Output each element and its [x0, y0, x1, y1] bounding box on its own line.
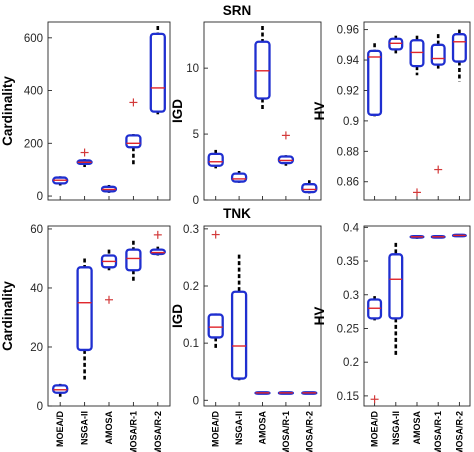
box-srn-igd [301, 183, 318, 194]
y-tick-label-srn-hv: 0.94 [337, 55, 360, 67]
x-category-label-tnk-cardinality: AMOSA [104, 411, 114, 445]
box-srn-hv [430, 43, 446, 66]
y-tick-label-tnk-cardinality: 60 [30, 224, 43, 236]
y-tick-label-tnk-hv: 0.4 [343, 222, 360, 234]
y-tick-label-tnk-igd: 0.3 [183, 224, 199, 236]
x-category-label-tnk-cardinality: MOSA/R-1 [128, 411, 138, 452]
y-tick-label-srn-hv: 0.9 [343, 116, 359, 128]
y-tick-label-tnk-cardinality: 20 [30, 342, 43, 354]
y-tick-label-srn-hv: 0.88 [337, 146, 359, 158]
x-category-label-tnk-cardinality: MOSA/R-2 [153, 411, 163, 452]
box-tnk-cardinality [52, 384, 69, 394]
y-axis-label-srn-hv: HV [312, 102, 327, 121]
box-srn-hv [409, 39, 425, 68]
y-tick-label-srn-igd: 5 [193, 129, 199, 141]
x-category-label-tnk-cardinality: NSGA-II [80, 411, 90, 445]
y-tick-label-tnk-hv: 0.35 [337, 256, 359, 268]
y-tick-label-tnk-cardinality: 0 [37, 401, 43, 413]
y-tick-label-tnk-hv: 0.15 [337, 391, 359, 403]
y-tick-label-srn-igd: 0 [193, 195, 199, 207]
y-tick-label-tnk-igd: 0.2 [183, 281, 199, 293]
x-category-label-tnk-hv: MOSA/R-2 [454, 411, 464, 452]
y-tick-label-tnk-igd: 0 [193, 395, 199, 407]
x-category-label-tnk-igd: MOSA/R-2 [304, 411, 314, 452]
box-tnk-cardinality [125, 248, 142, 272]
y-tick-label-tnk-hv: 0.25 [337, 323, 359, 335]
row-title-srn: SRN [223, 3, 252, 18]
y-tick-label-tnk-igd: 0.1 [183, 338, 199, 350]
y-tick-label-tnk-cardinality: 40 [30, 283, 43, 295]
y-axis-label-tnk-cardinality: Cardinality [0, 281, 15, 351]
y-axis-label-srn-cardinality: Cardinality [0, 76, 15, 146]
x-category-label-tnk-cardinality: MOEA/D [55, 410, 65, 447]
box-tnk-cardinality [76, 266, 93, 352]
y-tick-label-srn-hv: 0.86 [337, 177, 359, 189]
box-srn-hv [451, 33, 467, 63]
box-tnk-igd [230, 290, 248, 380]
x-category-label-tnk-hv: NSGA-II [391, 411, 401, 445]
y-tick-label-srn-cardinality: 0 [37, 191, 43, 203]
x-category-label-tnk-hv: MOSA/R-1 [433, 411, 443, 452]
axes-frame-srn-igd [203, 21, 322, 201]
box-tnk-cardinality [149, 248, 166, 256]
y-tick-label-srn-hv: 0.92 [337, 85, 359, 97]
box-srn-hv [367, 49, 383, 116]
y-tick-label-srn-cardinality: 400 [24, 86, 43, 98]
row-title-tnk: TNK [223, 206, 251, 221]
x-category-label-tnk-igd: NSGA-II [234, 411, 244, 445]
box-srn-igd [207, 152, 224, 167]
y-axis-label-tnk-igd: IGD [170, 304, 185, 328]
y-tick-label-srn-cardinality: 200 [24, 138, 43, 150]
y-tick-label-srn-igd: 10 [186, 63, 199, 75]
y-axis-label-srn-igd: IGD [170, 99, 185, 123]
y-tick-label-tnk-hv: 0.2 [343, 357, 359, 369]
y-tick-label-srn-cardinality: 600 [24, 33, 43, 45]
box-tnk-igd [207, 313, 224, 339]
y-axis-label-tnk-hv: HV [312, 307, 327, 326]
box-srn-igd [230, 172, 248, 183]
y-tick-label-tnk-hv: 0.3 [343, 290, 359, 302]
box-tnk-hv [388, 253, 404, 320]
x-category-label-tnk-hv: AMOSA [412, 411, 422, 445]
y-tick-label-srn-hv: 0.96 [337, 25, 359, 37]
x-category-label-tnk-igd: AMOSA [258, 411, 268, 445]
x-category-label-tnk-igd: MOSA/R-1 [281, 411, 291, 452]
x-category-label-tnk-hv: MOEA/D [370, 410, 380, 447]
box-srn-hv [388, 37, 404, 51]
box-srn-cardinality [149, 32, 166, 113]
box-srn-cardinality [125, 134, 142, 149]
x-category-label-tnk-igd: MOEA/D [211, 410, 221, 447]
